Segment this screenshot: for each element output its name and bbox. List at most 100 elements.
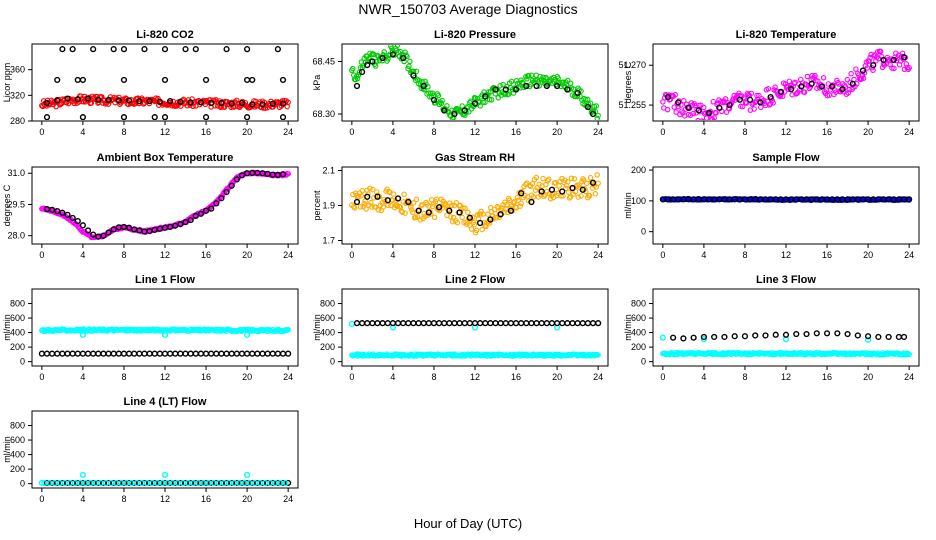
data-point <box>854 332 861 339</box>
y-tick-label: 1.9 <box>322 201 335 211</box>
data-point <box>58 101 64 107</box>
x-tick-label: 24 <box>593 372 603 382</box>
data-point <box>405 198 412 206</box>
data-point <box>798 83 805 90</box>
panel-title: Line 3 Flow <box>756 274 816 286</box>
data-point <box>743 100 750 106</box>
data-point <box>565 189 572 196</box>
data-point <box>757 99 764 106</box>
data-point <box>584 96 591 103</box>
x-tick-label: 16 <box>511 250 521 260</box>
data-point <box>494 203 501 210</box>
data-point <box>536 83 542 89</box>
x-tick-label: 0 <box>660 250 665 260</box>
y-tick-label: 0 <box>641 227 646 237</box>
data-point <box>716 104 723 111</box>
plot-frame <box>31 166 299 245</box>
y-tick-label: 320 <box>10 90 25 100</box>
data-point <box>690 334 697 341</box>
data-point <box>54 208 61 215</box>
data-point <box>249 101 256 108</box>
data-point <box>208 350 215 357</box>
y-tick-label: 28.0 <box>7 231 25 241</box>
x-tick-label: 0 <box>39 250 44 260</box>
data-point <box>228 350 235 357</box>
y-tick-label: 2.1 <box>322 166 335 176</box>
data-point <box>415 207 422 214</box>
data-point <box>351 203 357 210</box>
data-point <box>84 95 92 102</box>
data-point <box>90 46 97 53</box>
data-point <box>69 46 76 53</box>
data-point <box>595 112 601 119</box>
data-point <box>425 320 432 327</box>
data-point <box>466 320 473 327</box>
data-point <box>243 471 251 479</box>
data-point <box>823 330 831 337</box>
data-point <box>471 100 479 107</box>
data-point <box>697 108 703 115</box>
data-point <box>182 219 189 226</box>
data-point <box>459 214 465 221</box>
data-point <box>739 103 746 110</box>
data-point <box>812 72 818 79</box>
x-tick-label: 4 <box>390 372 395 382</box>
data-point <box>161 350 169 357</box>
x-tick-label: 20 <box>242 494 252 504</box>
data-point <box>243 114 251 120</box>
data-point <box>401 58 407 65</box>
data-point <box>479 226 485 233</box>
data-point <box>115 350 122 357</box>
data-point <box>853 66 859 72</box>
data-point <box>351 205 358 211</box>
data-point <box>849 80 856 87</box>
data-point <box>584 320 591 327</box>
data-point <box>894 57 900 64</box>
data-point <box>394 320 402 327</box>
data-point <box>238 350 246 357</box>
data-point <box>595 180 601 187</box>
data-point <box>408 204 414 210</box>
data-point <box>110 46 117 53</box>
data-point <box>752 332 759 339</box>
data-point <box>285 326 291 333</box>
data-point <box>545 176 552 183</box>
data-point <box>249 350 256 357</box>
data-point <box>673 109 679 115</box>
y-axis-label: ml/min <box>312 314 322 341</box>
data-point <box>497 82 503 89</box>
data-point <box>823 87 830 93</box>
data-point <box>358 193 365 199</box>
data-point <box>579 186 586 193</box>
data-point <box>441 107 448 114</box>
data-point <box>95 96 102 103</box>
data-point <box>374 193 381 200</box>
data-point <box>477 320 484 327</box>
data-point <box>365 191 371 197</box>
data-point <box>497 211 504 218</box>
x-tick-label: 24 <box>904 372 914 382</box>
data-point <box>690 110 697 117</box>
data-point <box>369 204 375 210</box>
data-point <box>538 188 545 195</box>
data-point <box>502 86 509 93</box>
data-point <box>400 54 407 62</box>
plot-frame <box>31 410 299 489</box>
data-point <box>285 99 291 105</box>
data-point <box>274 350 281 357</box>
data-point <box>390 191 397 197</box>
data-point <box>804 73 811 80</box>
x-tick-label: 4 <box>390 250 395 260</box>
data-point <box>794 90 800 97</box>
x-tick-label: 20 <box>552 250 562 260</box>
data-point <box>88 100 95 106</box>
data-point <box>279 76 287 84</box>
data-point <box>488 97 495 103</box>
x-tick-label: 0 <box>39 494 44 504</box>
data-point <box>269 350 276 357</box>
y-axis-label: ml/min <box>2 436 12 463</box>
data-point <box>197 99 205 106</box>
data-point <box>167 98 174 105</box>
data-point <box>480 99 486 105</box>
data-point <box>586 193 593 199</box>
